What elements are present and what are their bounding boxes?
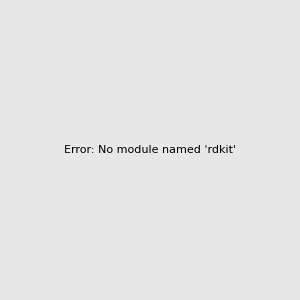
Text: Error: No module named 'rdkit': Error: No module named 'rdkit' (64, 145, 236, 155)
